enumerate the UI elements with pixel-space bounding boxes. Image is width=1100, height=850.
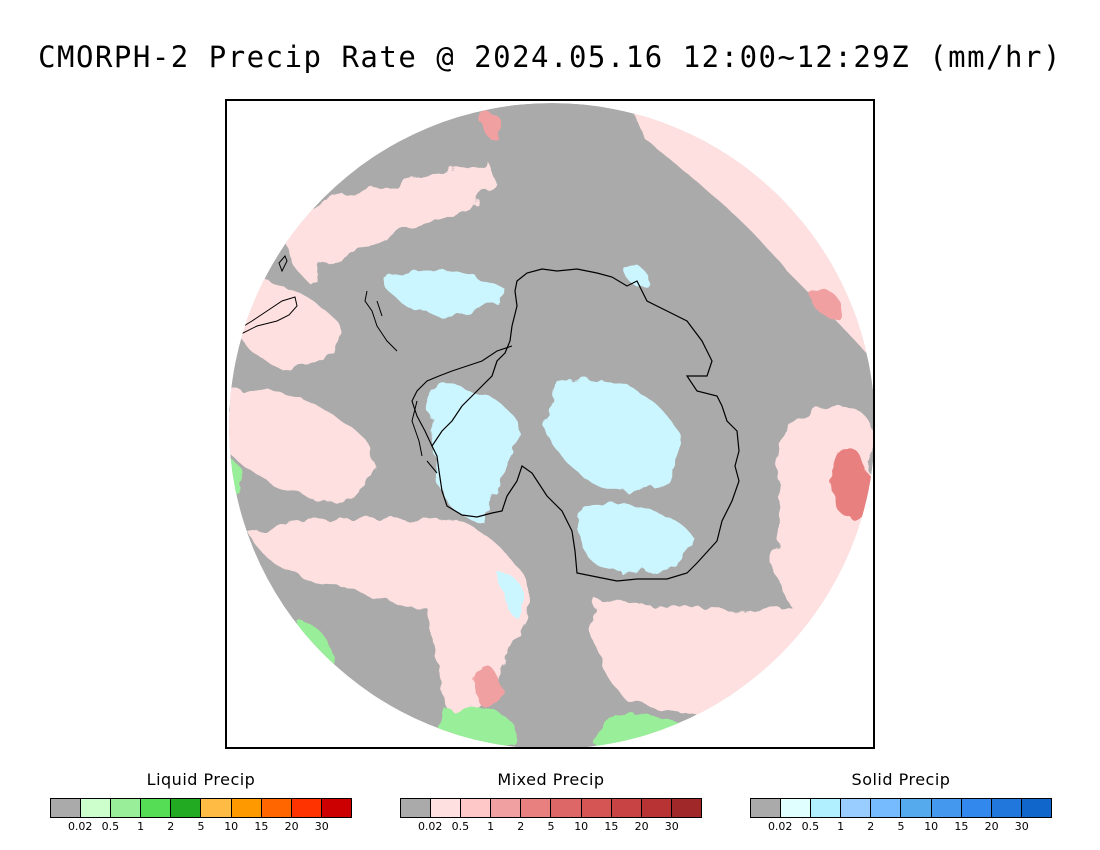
legend-mixed: Mixed Precip 0.02 0.5 1 2 5 10 15 20 30 [400, 770, 702, 834]
legend-tick: 0.02 [67, 820, 93, 833]
legend-tick: 2 [517, 820, 525, 833]
legend-tick: 20 [634, 820, 649, 833]
legend-swatch [871, 799, 902, 817]
mixed-precip-area [229, 278, 343, 367]
legend-swatch [401, 799, 432, 817]
legend-tick: 15 [604, 820, 619, 833]
legend-swatch [261, 799, 292, 817]
mixed-precip-heavy [830, 448, 873, 520]
legend-liquid: Liquid Precip 0.02 0.5 1 2 5 10 15 20 30 [50, 770, 352, 834]
legend-swatch [781, 799, 812, 817]
solid-precip-area [497, 571, 524, 621]
legend-ticks: 0.02 0.5 1 2 5 10 15 20 30 [50, 820, 352, 834]
map-frame [225, 99, 875, 749]
legend-swatch [81, 799, 112, 817]
legend-tick: 5 [897, 820, 905, 833]
legend-colorbar [750, 798, 1052, 818]
legend-swatch [491, 799, 522, 817]
legend-tick: 1 [487, 820, 495, 833]
legend-tick: 0.02 [417, 820, 443, 833]
legend-swatch [431, 799, 462, 817]
legend-swatch [931, 799, 962, 817]
legend-tick: 1 [137, 820, 145, 833]
legend-tick: 15 [254, 820, 269, 833]
precip-map [229, 103, 873, 747]
south-america-coastline [236, 255, 298, 337]
legend-swatch [461, 799, 492, 817]
legend-tick: 2 [867, 820, 875, 833]
legend-tick: 0.5 [801, 820, 820, 833]
legend-tick: 0.5 [451, 820, 470, 833]
mixed-precip-area [727, 181, 867, 324]
legend-swatch [671, 799, 701, 817]
legend-swatch [611, 799, 642, 817]
legend-tick: 10 [574, 820, 589, 833]
legend-tick: 30 [314, 820, 329, 833]
legend-ticks: 0.02 0.5 1 2 5 10 15 20 30 [750, 820, 1052, 834]
legend-swatch [321, 799, 351, 817]
legend-swatch [201, 799, 232, 817]
legend-tick: 0.02 [767, 820, 793, 833]
solid-precip-area [427, 387, 517, 521]
solid-precip-area [578, 504, 697, 575]
mixed-precip-area [283, 161, 493, 281]
legend-tick: 5 [547, 820, 555, 833]
legend-title: Liquid Precip [146, 770, 256, 789]
mixed-precip-heavy [475, 661, 500, 711]
legend-tick: 30 [1014, 820, 1029, 833]
solid-precip-area [547, 378, 680, 491]
legend-swatch [581, 799, 612, 817]
legend-tick: 10 [924, 820, 939, 833]
antarctica-coastline [431, 268, 740, 582]
legend-swatch [641, 799, 672, 817]
mixed-precip-area [229, 388, 375, 501]
antarctic-peninsula-coastline [411, 345, 513, 447]
legend-swatch [231, 799, 262, 817]
legend-title: Mixed Precip [497, 770, 605, 789]
legend-swatch [841, 799, 872, 817]
legend-ticks: 0.02 0.5 1 2 5 10 15 20 30 [400, 820, 702, 834]
legend-swatch [811, 799, 842, 817]
legend-tick: 20 [284, 820, 299, 833]
legend-swatch [171, 799, 202, 817]
legend-swatch [51, 799, 82, 817]
legend-swatch [551, 799, 582, 817]
legend-tick: 2 [167, 820, 175, 833]
legend-tick: 5 [197, 820, 205, 833]
legend-swatch [991, 799, 1022, 817]
legend-swatch [751, 799, 782, 817]
legend-tick: 30 [664, 820, 679, 833]
legend-swatch [961, 799, 992, 817]
page-title: CMORPH-2 Precip Rate @ 2024.05.16 12:00~… [38, 40, 1062, 74]
legend-tick: 10 [224, 820, 239, 833]
legend-tick: 1 [837, 820, 845, 833]
solid-precip-area [622, 264, 648, 287]
legend-solid: Solid Precip 0.02 0.5 1 2 5 10 15 20 30 [750, 770, 1052, 834]
legend-swatch [141, 799, 172, 817]
legend-colorbar [400, 798, 702, 818]
legend-tick: 15 [954, 820, 969, 833]
peninsula-islands [364, 290, 438, 474]
legend-swatch [901, 799, 932, 817]
liquid-precip-area [297, 621, 333, 661]
mixed-precip-area [593, 601, 835, 716]
legend-swatch [291, 799, 322, 817]
solid-precip-area [387, 270, 507, 313]
mixed-precip-heavy [481, 110, 502, 141]
legend-title: Solid Precip [851, 770, 951, 789]
legend-swatch [521, 799, 552, 817]
legend-swatch [1021, 799, 1051, 817]
legend-colorbar [50, 798, 352, 818]
mixed-precip-heavy [807, 288, 843, 318]
legend-swatch [111, 799, 142, 817]
legend-tick: 0.5 [101, 820, 120, 833]
legend-tick: 20 [984, 820, 999, 833]
